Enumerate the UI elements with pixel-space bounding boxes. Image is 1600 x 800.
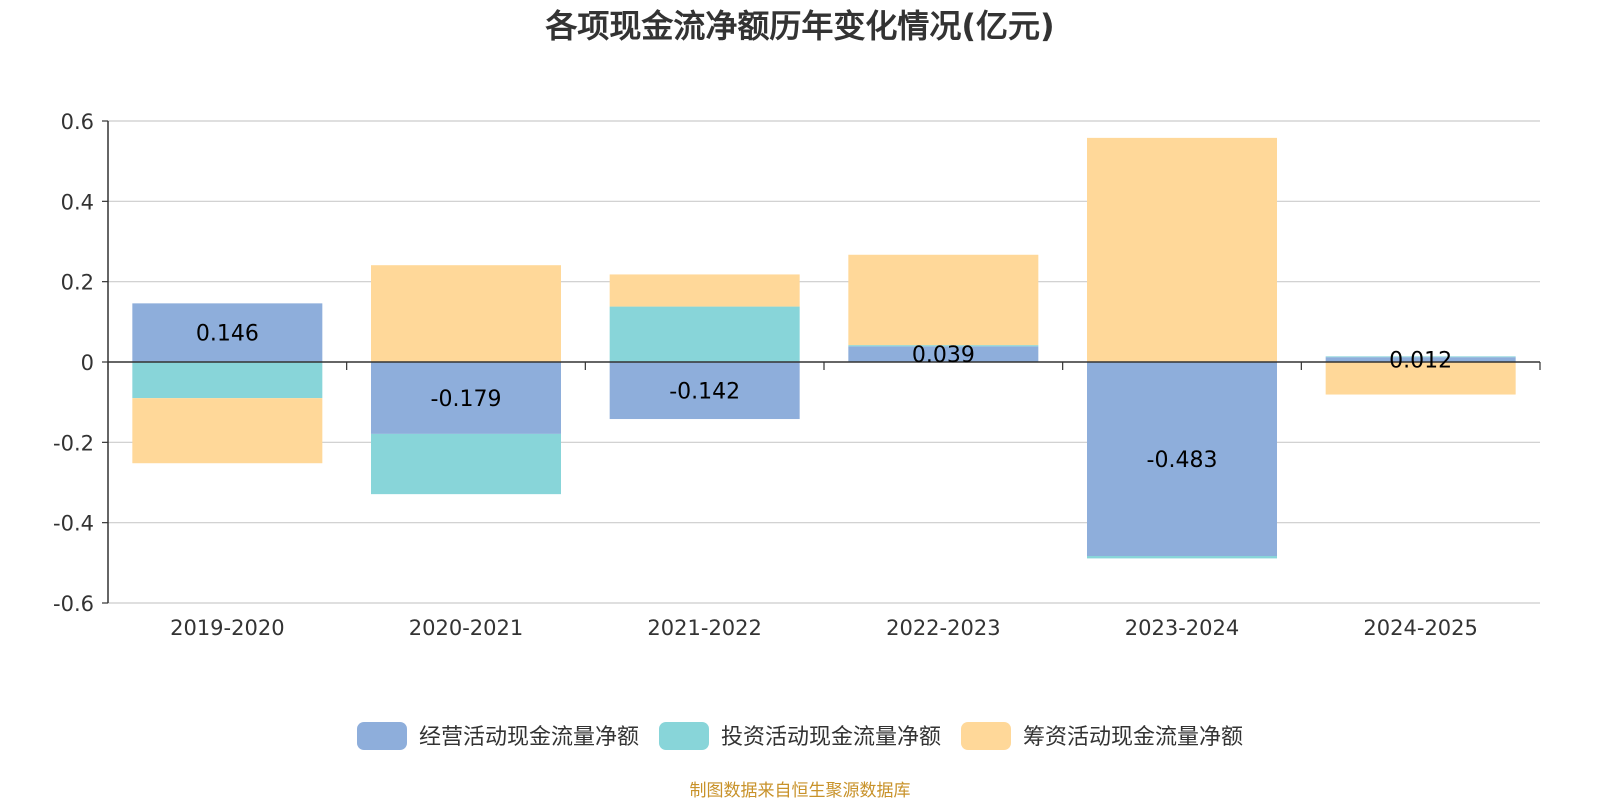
legend-item-1[interactable]: 经营活动现金流量净额 <box>357 722 639 750</box>
bar-2-2024-2025 <box>1325 356 1516 358</box>
data-labels: 0.146 -0.179 -0.142 0.039 -0.483 0.012 <box>196 322 1452 473</box>
legend-swatch <box>357 722 407 750</box>
data-label: 0.039 <box>912 343 975 368</box>
bar-1-2019-2020 <box>132 303 323 362</box>
data-label: -0.483 <box>1147 448 1218 473</box>
x-tick-label: 2022-2023 <box>886 616 1000 640</box>
bar-3-2022-2023 <box>848 254 1039 346</box>
y-tick-label: -0.4 <box>53 512 94 536</box>
y-tick-label: 0 <box>81 351 94 375</box>
bar-2-2021-2022 <box>609 306 800 362</box>
legend-item-2[interactable]: 投资活动现金流量净额 <box>659 722 941 750</box>
x-tick-label: 2019-2020 <box>170 616 284 640</box>
source-note: 制图数据来自恒生聚源数据库 <box>690 781 911 800</box>
bar-2-2022-2023 <box>848 345 1039 347</box>
bar-3-2019-2020 <box>132 398 323 464</box>
x-tick-label: 2020-2021 <box>409 616 523 640</box>
bar-2-2020-2021 <box>371 433 561 495</box>
bar-3-2023-2024 <box>1087 137 1277 362</box>
bar-1-2024-2025 <box>1325 357 1516 362</box>
y-tick-label: 0.2 <box>61 271 94 295</box>
bar-2-2023-2024 <box>1087 556 1277 559</box>
bar-3-2020-2021 <box>371 265 561 362</box>
bar-1-2023-2024 <box>1087 362 1277 557</box>
bar-1-2022-2023 <box>848 346 1039 362</box>
legend-label: 投资活动现金流量净额 <box>721 725 941 750</box>
x-tick-label: 2024-2025 <box>1363 616 1477 640</box>
chart-title: 各项现金流净额历年变化情况(亿元) <box>545 7 1054 45</box>
data-label: 0.012 <box>1389 349 1452 374</box>
legend-label: 经营活动现金流量净额 <box>419 725 639 750</box>
legend-swatch <box>961 722 1011 750</box>
data-label: -0.179 <box>431 387 502 412</box>
legend-swatch <box>659 722 709 750</box>
data-label: 0.146 <box>196 322 259 347</box>
bars <box>132 137 1516 559</box>
y-tick-label: -0.6 <box>53 592 94 616</box>
bar-3-2021-2022 <box>609 274 800 307</box>
legend[interactable]: 经营活动现金流量净额 投资活动现金流量净额 筹资活动现金流量净额 <box>357 722 1243 750</box>
bar-3-2024-2025 <box>1325 362 1516 395</box>
grid-lines <box>108 120 1540 604</box>
legend-item-3[interactable]: 筹资活动现金流量净额 <box>961 722 1243 750</box>
y-tick-label: 0.4 <box>61 190 94 214</box>
legend-label: 筹资活动现金流量净额 <box>1023 725 1243 750</box>
y-tick-label: 0.6 <box>61 110 94 134</box>
bar-1-2021-2022 <box>609 362 800 420</box>
x-tick-label: 2021-2022 <box>647 616 761 640</box>
bar-2-2019-2020 <box>132 362 323 399</box>
y-tick-label: -0.2 <box>53 431 94 455</box>
bar-1-2020-2021 <box>371 362 561 434</box>
data-label: -0.142 <box>669 380 740 405</box>
x-tick-label: 2023-2024 <box>1125 616 1239 640</box>
axes: 0.6 0.4 0.2 0 -0.2 -0.4 -0.6 2019-2020 2020-2021… <box>53 110 1541 640</box>
